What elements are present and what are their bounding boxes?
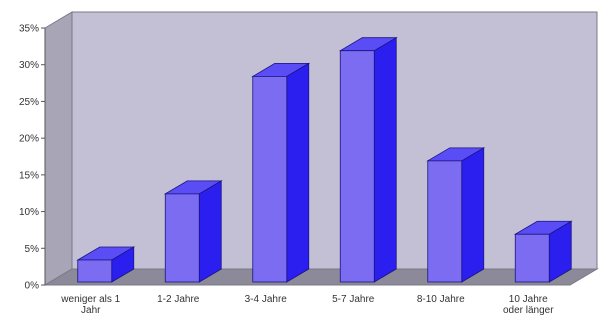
x-tick-label: 3-4 Jahre [245, 294, 288, 305]
x-tick-label: weniger als 1 Jahr [60, 294, 120, 316]
bar-side [198, 180, 222, 283]
x-axis: weniger als 1 Jahr 1-2 Jahre 3-4 Jahre 5-7 J… [60, 294, 554, 316]
chart-walls [43, 11, 599, 286]
y-axis: 0% 5% 10% 15% 20% 25% 30% 35% [19, 24, 46, 292]
bar-side [461, 147, 485, 283]
bar-front [164, 193, 200, 283]
y-tick-label: 30% [19, 60, 39, 71]
x-tick-label: 5-7 Jahre [332, 294, 375, 305]
bar [426, 147, 486, 283]
bar [338, 36, 398, 283]
bar-front [427, 160, 463, 283]
side-wall [44, 11, 73, 286]
bar [163, 180, 223, 283]
bar-front [339, 50, 375, 283]
bars [76, 36, 573, 283]
back-wall [71, 11, 598, 270]
y-tick-label: 0% [25, 281, 40, 292]
x-tick-label: 1-2 Jahre [157, 294, 200, 305]
bar-side [373, 36, 397, 283]
y-tick-label: 15% [19, 170, 39, 181]
bar-front [252, 76, 288, 283]
y-tick-label: 20% [19, 134, 39, 145]
bar [251, 62, 311, 283]
bar-front [514, 233, 550, 283]
bar [76, 246, 136, 283]
y-tick-label: 25% [19, 97, 39, 108]
bar-side [286, 62, 310, 283]
y-tick-label: 35% [19, 24, 39, 35]
x-tick-label: 8-10 Jahre [417, 294, 465, 305]
y-tick-label: 10% [19, 207, 39, 218]
bar [513, 220, 573, 283]
x-tick-label: 10 Jahre oder länger [503, 294, 554, 316]
bar-front [77, 259, 113, 283]
y-tick-label: 5% [25, 244, 40, 255]
